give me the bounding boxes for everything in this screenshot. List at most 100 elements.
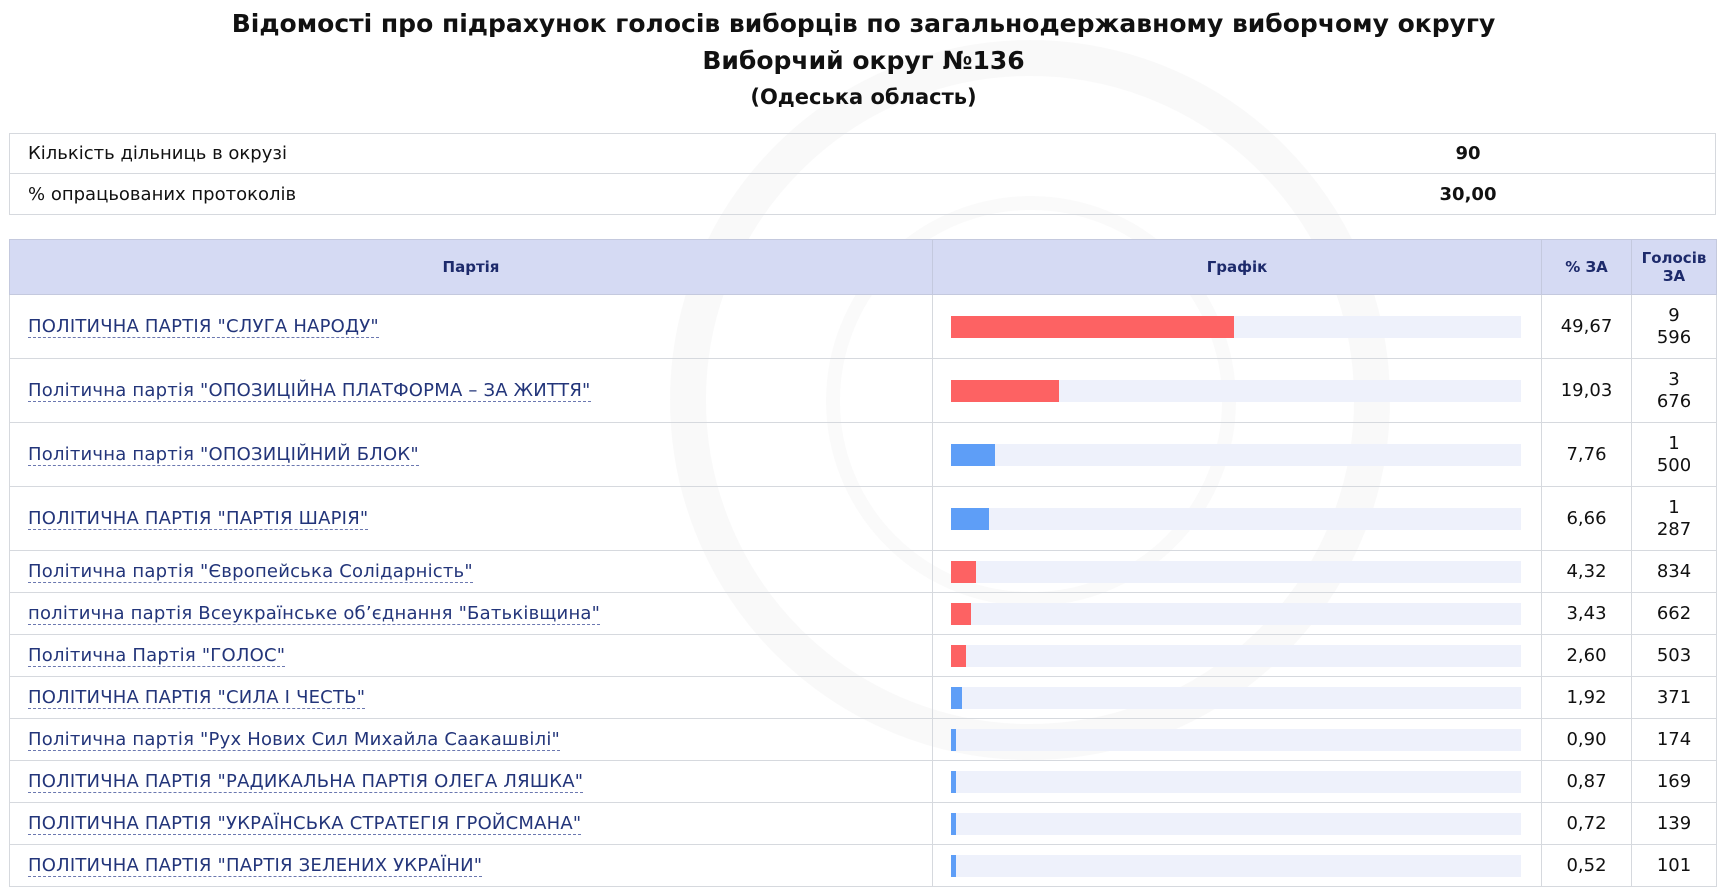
votes-value-line1: 1 <box>1668 496 1680 518</box>
vote-bar-track <box>951 644 1521 667</box>
party-link[interactable]: ПОЛІТИЧНА ПАРТІЯ "ПАРТІЯ ШАРІЯ" <box>28 508 369 530</box>
region-title: (Одеська область) <box>750 85 977 109</box>
votes-value-line1: 169 <box>1656 770 1692 792</box>
vote-bar-track <box>951 315 1521 338</box>
vote-bar-track <box>951 686 1521 709</box>
votes-value-line1: 139 <box>1656 812 1692 834</box>
party-column-header[interactable]: Партія <box>9 239 933 295</box>
party-cell: Політична партія "ОПОЗИЦІЙНА ПЛАТФОРМА –… <box>9 358 933 423</box>
vote-bar <box>951 443 996 466</box>
vote-bar <box>951 560 976 583</box>
pct-cell: 1,92 <box>1541 676 1632 719</box>
table-row: ПОЛІТИЧНА ПАРТІЯ "УКРАЇНСЬКА СТРАТЕГІЯ Г… <box>9 802 1717 845</box>
party-link[interactable]: ПОЛІТИЧНА ПАРТІЯ "СЛУГА НАРОДУ" <box>28 316 379 338</box>
party-link[interactable]: ПОЛІТИЧНА ПАРТІЯ "ПАРТІЯ ЗЕЛЕНИХ УКРАЇНИ… <box>28 855 483 877</box>
pct-cell: 7,76 <box>1541 422 1632 487</box>
votes-cell: 834 <box>1631 550 1717 593</box>
vote-bar <box>951 728 957 751</box>
district-info-table: Кількість дільниць в окрузі 90 % опрацьо… <box>9 133 1716 215</box>
party-cell: ПОЛІТИЧНА ПАРТІЯ "ПАРТІЯ ШАРІЯ" <box>9 486 933 551</box>
graph-cell <box>932 634 1542 677</box>
info-label: Кількість дільниць в окрузі <box>28 143 287 164</box>
vote-bar <box>951 812 956 835</box>
votes-cell: 174 <box>1631 718 1717 761</box>
party-cell: ПОЛІТИЧНА ПАРТІЯ "ПАРТІЯ ЗЕЛЕНИХ УКРАЇНИ… <box>9 844 933 887</box>
vote-bar-track <box>951 728 1521 751</box>
party-link[interactable]: ПОЛІТИЧНА ПАРТІЯ "СИЛА І ЧЕСТЬ" <box>28 687 366 709</box>
pct-cell: 3,43 <box>1541 592 1632 635</box>
votes-cell: 662 <box>1631 592 1717 635</box>
info-value: 30,00 <box>1439 183 1497 205</box>
pct-cell: 6,66 <box>1541 486 1632 551</box>
party-link[interactable]: Політична партія "Європейська Солідарніс… <box>28 561 473 583</box>
graph-cell <box>932 676 1542 719</box>
vote-bar-track <box>951 507 1521 530</box>
party-cell: ПОЛІТИЧНА ПАРТІЯ "СЛУГА НАРОДУ" <box>9 294 933 359</box>
vote-bar-track <box>951 812 1521 835</box>
pct-column-header[interactable]: % ЗА <box>1541 239 1632 295</box>
info-row-processed: % опрацьованих протоколів 30,00 <box>10 174 1715 214</box>
vote-bar-track <box>951 770 1521 793</box>
votes-cell: 9 596 <box>1631 294 1717 359</box>
graph-cell <box>932 760 1542 803</box>
vote-bar-track <box>951 379 1521 402</box>
votes-value-line2: 596 <box>1656 326 1692 348</box>
table-row: ПОЛІТИЧНА ПАРТІЯ "СЛУГА НАРОДУ" 49,67 9 596 <box>9 294 1717 359</box>
table-row: Політична партія "ОПОЗИЦІЙНА ПЛАТФОРМА –… <box>9 358 1717 423</box>
pct-cell: 4,32 <box>1541 550 1632 593</box>
vote-bar <box>951 315 1235 338</box>
table-row: Політична партія "Європейська Солідарніс… <box>9 550 1717 593</box>
party-link[interactable]: Політична партія "ОПОЗИЦІЙНА ПЛАТФОРМА –… <box>28 380 591 402</box>
votes-value-line1: 1 <box>1668 432 1680 454</box>
table-row: Політична партія "ОПОЗИЦІЙНИЙ БЛОК" 7,76 1… <box>9 422 1717 487</box>
vote-bar <box>951 507 989 530</box>
table-row: ПОЛІТИЧНА ПАРТІЯ "РАДИКАЛЬНА ПАРТІЯ ОЛЕГ… <box>9 760 1717 803</box>
votes-cell: 1 500 <box>1631 422 1717 487</box>
graph-cell <box>932 550 1542 593</box>
pct-cell: 19,03 <box>1541 358 1632 423</box>
graph-cell <box>932 718 1542 761</box>
pct-cell: 0,87 <box>1541 760 1632 803</box>
graph-column-header: Графік <box>932 239 1542 295</box>
votes-cell: 169 <box>1631 760 1717 803</box>
party-cell: Політична Партія "ГОЛОС" <box>9 634 933 677</box>
party-cell: ПОЛІТИЧНА ПАРТІЯ "СИЛА І ЧЕСТЬ" <box>9 676 933 719</box>
results-header-row: Партія Графік % ЗА Голосів ЗА <box>9 239 1717 295</box>
party-link[interactable]: ПОЛІТИЧНА ПАРТІЯ "РАДИКАЛЬНА ПАРТІЯ ОЛЕГ… <box>28 771 584 793</box>
votes-value-line2: 287 <box>1656 518 1692 540</box>
votes-cell: 3 676 <box>1631 358 1717 423</box>
pct-cell: 0,72 <box>1541 802 1632 845</box>
vote-bar <box>951 644 966 667</box>
votes-value-line1: 371 <box>1656 686 1692 708</box>
graph-cell <box>932 422 1542 487</box>
party-link[interactable]: Політична партія "ОПОЗИЦІЙНИЙ БЛОК" <box>28 444 419 466</box>
table-row: Політична Партія "ГОЛОС" 2,60 503 <box>9 634 1717 677</box>
party-link[interactable]: Політична Партія "ГОЛОС" <box>28 645 286 667</box>
district-title: Виборчий округ №136 <box>702 46 1025 75</box>
party-cell: Політична партія "ОПОЗИЦІЙНИЙ БЛОК" <box>9 422 933 487</box>
party-cell: Політична партія "Європейська Солідарніс… <box>9 550 933 593</box>
party-cell: політична партія Всеукраїнське об’єднанн… <box>9 592 933 635</box>
votes-column-header[interactable]: Голосів ЗА <box>1631 239 1717 295</box>
party-link[interactable]: політична партія Всеукраїнське об’єднанн… <box>28 603 601 625</box>
vote-bar <box>951 854 956 877</box>
vote-bar <box>951 770 956 793</box>
graph-cell <box>932 486 1542 551</box>
votes-value-line2: 500 <box>1656 454 1692 476</box>
vote-bar <box>951 602 971 625</box>
table-row: ПОЛІТИЧНА ПАРТІЯ "ПАРТІЯ ШАРІЯ" 6,66 1 287 <box>9 486 1717 551</box>
votes-value-line1: 834 <box>1656 560 1692 582</box>
votes-value-line1: 9 <box>1668 304 1680 326</box>
votes-value-line1: 101 <box>1656 854 1692 876</box>
pct-cell: 49,67 <box>1541 294 1632 359</box>
party-link[interactable]: Політична партія "Рух Нових Сил Михайла … <box>28 729 560 751</box>
votes-cell: 503 <box>1631 634 1717 677</box>
table-row: ПОЛІТИЧНА ПАРТІЯ "СИЛА І ЧЕСТЬ" 1,92 371 <box>9 676 1717 719</box>
vote-bar <box>951 686 962 709</box>
party-link[interactable]: ПОЛІТИЧНА ПАРТІЯ "УКРАЇНСЬКА СТРАТЕГІЯ Г… <box>28 813 582 835</box>
graph-cell <box>932 592 1542 635</box>
pct-cell: 0,90 <box>1541 718 1632 761</box>
table-row: політична партія Всеукраїнське об’єднанн… <box>9 592 1717 635</box>
party-cell: Політична партія "Рух Нових Сил Михайла … <box>9 718 933 761</box>
info-label: % опрацьованих протоколів <box>28 183 297 205</box>
